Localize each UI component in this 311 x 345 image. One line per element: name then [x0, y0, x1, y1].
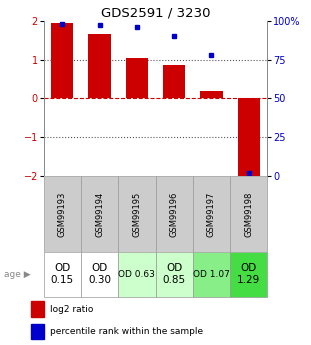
Text: log2 ratio: log2 ratio: [50, 305, 93, 314]
Bar: [156, 252, 193, 297]
Text: GSM99195: GSM99195: [132, 191, 141, 237]
Bar: [126, 58, 148, 98]
Bar: [193, 176, 230, 252]
Text: GSM99193: GSM99193: [58, 191, 67, 237]
Bar: [51, 23, 73, 98]
Bar: [118, 252, 156, 297]
Bar: [156, 176, 193, 252]
Bar: [230, 252, 267, 297]
Text: GSM99194: GSM99194: [95, 191, 104, 237]
Bar: [118, 176, 156, 252]
Text: OD
0.85: OD 0.85: [163, 264, 186, 285]
Bar: [163, 65, 185, 98]
Text: percentile rank within the sample: percentile rank within the sample: [50, 327, 203, 336]
Bar: [238, 98, 260, 180]
Text: OD
0.15: OD 0.15: [51, 264, 74, 285]
Bar: [44, 176, 81, 252]
Text: GSM99196: GSM99196: [170, 191, 179, 237]
Bar: [31, 324, 44, 339]
Text: GSM99198: GSM99198: [244, 191, 253, 237]
Bar: [81, 176, 118, 252]
Bar: [193, 252, 230, 297]
Bar: [230, 176, 267, 252]
Text: age ▶: age ▶: [4, 270, 31, 279]
Title: GDS2591 / 3230: GDS2591 / 3230: [101, 7, 210, 20]
Bar: [200, 91, 223, 98]
Bar: [44, 252, 81, 297]
Text: OD
1.29: OD 1.29: [237, 264, 260, 285]
Bar: [31, 301, 44, 317]
Text: OD
0.30: OD 0.30: [88, 264, 111, 285]
Bar: [81, 252, 118, 297]
Bar: [88, 34, 111, 98]
Text: GSM99197: GSM99197: [207, 191, 216, 237]
Text: OD 0.63: OD 0.63: [118, 270, 155, 279]
Text: OD 1.07: OD 1.07: [193, 270, 230, 279]
